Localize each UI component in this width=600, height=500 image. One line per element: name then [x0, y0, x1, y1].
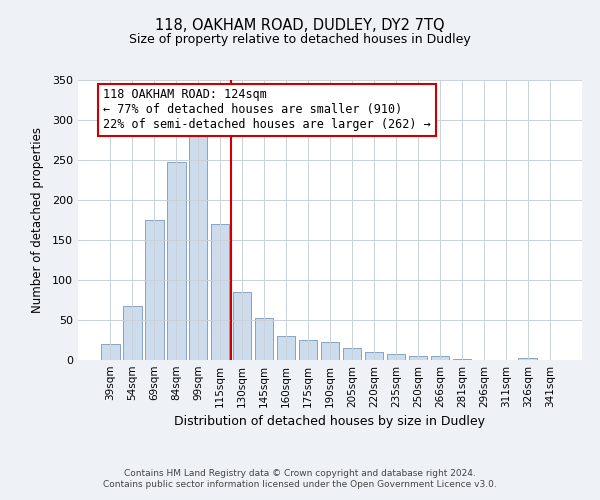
Bar	[277, 336, 295, 360]
Bar	[101, 344, 119, 360]
Text: 118, OAKHAM ROAD, DUDLEY, DY2 7TQ: 118, OAKHAM ROAD, DUDLEY, DY2 7TQ	[155, 18, 445, 32]
Bar	[320, 342, 340, 360]
Text: Size of property relative to detached houses in Dudley: Size of property relative to detached ho…	[129, 32, 471, 46]
Bar	[145, 220, 164, 360]
Bar	[409, 356, 427, 360]
Bar	[167, 162, 185, 360]
Bar	[365, 352, 383, 360]
Bar	[255, 318, 274, 360]
Bar	[386, 354, 405, 360]
Bar	[123, 306, 142, 360]
Bar	[233, 292, 251, 360]
Text: Contains HM Land Registry data © Crown copyright and database right 2024.: Contains HM Land Registry data © Crown c…	[124, 468, 476, 477]
X-axis label: Distribution of detached houses by size in Dudley: Distribution of detached houses by size …	[175, 416, 485, 428]
Text: Contains public sector information licensed under the Open Government Licence v3: Contains public sector information licen…	[103, 480, 497, 489]
Bar	[518, 358, 537, 360]
Bar	[299, 340, 317, 360]
Bar	[431, 356, 449, 360]
Bar	[211, 224, 229, 360]
Text: 118 OAKHAM ROAD: 124sqm
← 77% of detached houses are smaller (910)
22% of semi-d: 118 OAKHAM ROAD: 124sqm ← 77% of detache…	[103, 88, 431, 132]
Bar	[189, 134, 208, 360]
Y-axis label: Number of detached properties: Number of detached properties	[31, 127, 44, 313]
Bar	[343, 348, 361, 360]
Bar	[452, 359, 471, 360]
